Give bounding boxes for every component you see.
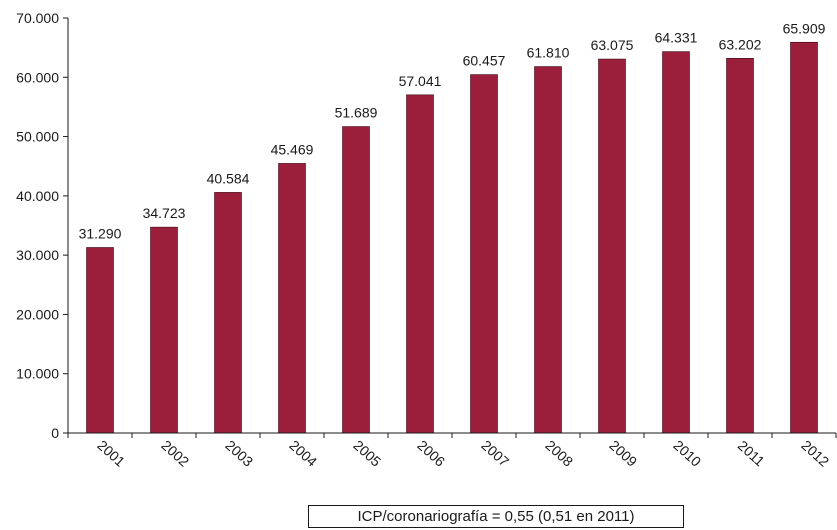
value-label-2003: 40.584 xyxy=(207,170,250,186)
x-tick-label-2007: 2007 xyxy=(478,437,512,470)
bar-2003 xyxy=(214,192,242,434)
bar-2007 xyxy=(470,74,498,434)
x-tick-label-2006: 2006 xyxy=(414,437,448,470)
value-label-2002: 34.723 xyxy=(143,205,186,221)
value-label-2005: 51.689 xyxy=(335,105,378,121)
y-tick-label: 70.000 xyxy=(16,10,59,26)
y-tick-label: 10.000 xyxy=(16,366,59,382)
x-tick-label-2010: 2010 xyxy=(670,437,704,470)
value-label-2012: 65.909 xyxy=(783,20,826,36)
value-label-2009: 63.075 xyxy=(591,37,634,53)
bar-2011 xyxy=(726,58,754,434)
x-axis: 2001 2002 2003 2004 2005 2006 2007 2008 2009 2010… xyxy=(67,432,837,470)
y-tick-label: 60.000 xyxy=(16,69,59,85)
y-tick-label: 0 xyxy=(51,425,59,441)
y-tick-label: 50.000 xyxy=(16,129,59,145)
value-label-2010: 64.331 xyxy=(655,30,698,46)
bar-2001 xyxy=(86,247,114,434)
x-tick-label-2008: 2008 xyxy=(542,437,576,470)
bar-2008 xyxy=(534,66,562,434)
y-tick-label: 30.000 xyxy=(16,247,59,263)
x-tick-label-2011: 2011 xyxy=(735,437,768,469)
value-label-2007: 60.457 xyxy=(463,53,506,69)
x-tick-label-2012: 2012 xyxy=(798,437,832,470)
bars: 31.290 34.723 40.584 45.469 51.689 57.041 60.4… xyxy=(79,20,826,434)
y-axis: 0 10.000 20.000 30.000 40.000 50.000 60.000 70.… xyxy=(16,10,69,441)
chart-annotation: ICP/coronariografía = 0,55 (0,51 en 2011… xyxy=(308,505,684,528)
y-tick-label: 20.000 xyxy=(16,306,59,322)
x-tick-label-2003: 2003 xyxy=(222,437,256,470)
bar-2004 xyxy=(278,163,306,434)
value-label-2001: 31.290 xyxy=(79,225,122,241)
x-tick-label-2005: 2005 xyxy=(350,437,384,470)
bar-2012 xyxy=(790,41,818,434)
bar-chart: 0 10.000 20.000 30.000 40.000 50.000 60.000 70.… xyxy=(16,10,837,470)
x-tick-label-2009: 2009 xyxy=(606,437,640,470)
y-tick-label: 40.000 xyxy=(16,188,59,204)
value-label-2008: 61.810 xyxy=(527,45,570,61)
bar-2010 xyxy=(662,51,690,434)
bar-2006 xyxy=(406,94,434,434)
value-label-2004: 45.469 xyxy=(271,141,314,157)
x-tick-label-2002: 2002 xyxy=(158,437,192,470)
value-label-2011: 63.202 xyxy=(719,36,762,52)
x-tick-label-2004: 2004 xyxy=(286,437,320,470)
value-label-2006: 57.041 xyxy=(399,73,442,89)
bar-2002 xyxy=(150,226,178,434)
bar-2009 xyxy=(598,58,626,434)
bar-2005 xyxy=(342,126,370,434)
x-tick-label-2001: 2001 xyxy=(94,437,128,470)
